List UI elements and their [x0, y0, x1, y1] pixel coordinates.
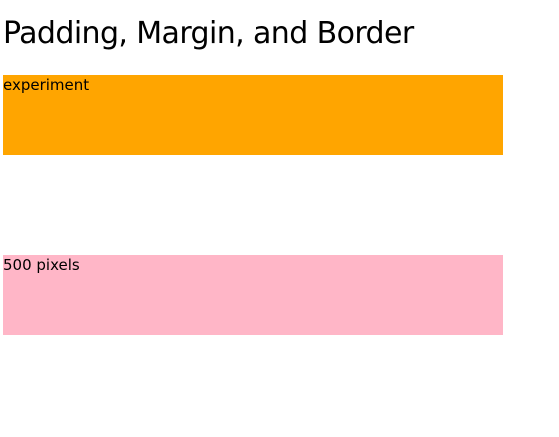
page-title: Padding, Margin, and Border: [3, 16, 414, 51]
experiment-box-label: experiment: [3, 76, 90, 94]
five-hundred-pixels-box-label: 500 pixels: [3, 256, 80, 274]
five-hundred-pixels-box: 500 pixels: [3, 255, 503, 335]
experiment-box: experiment: [3, 75, 503, 155]
